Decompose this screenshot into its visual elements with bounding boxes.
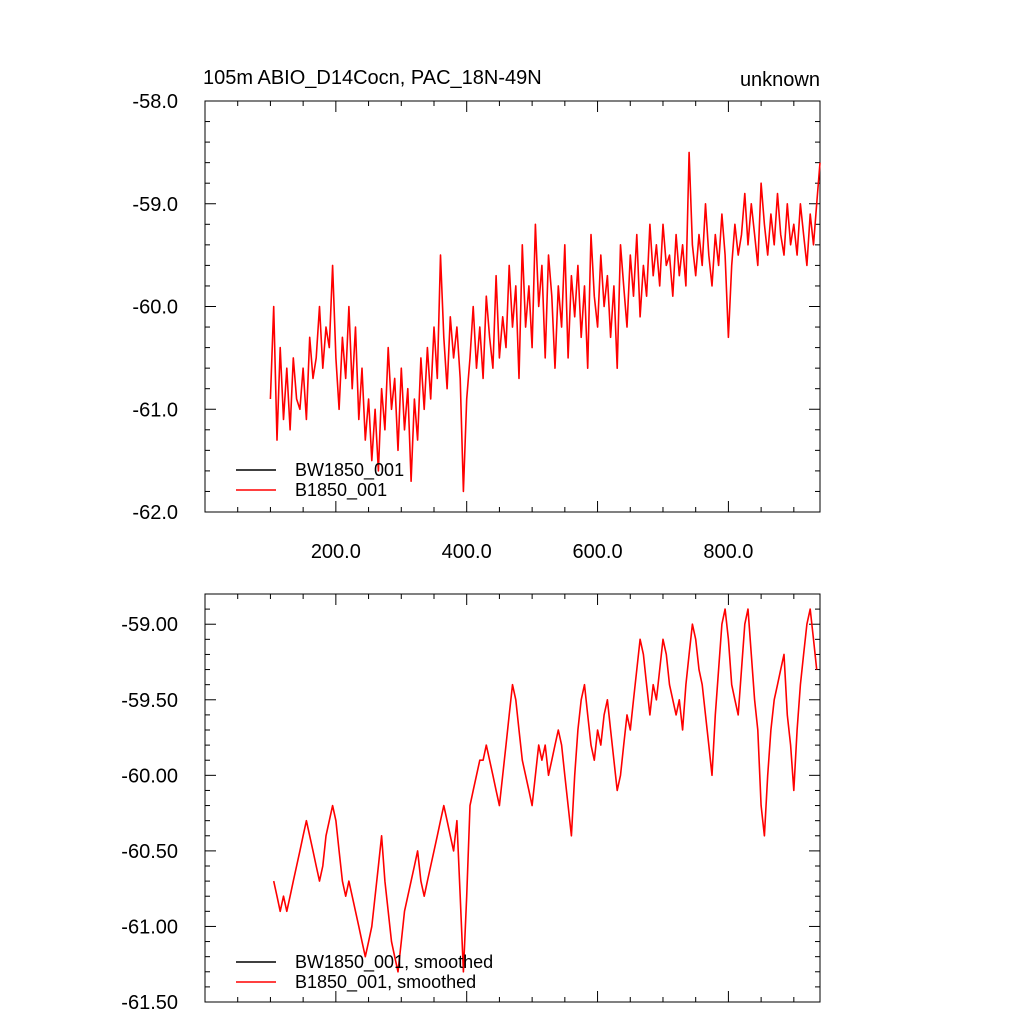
y-tick-label: -60.00 [121, 765, 178, 787]
y-tick-label: -60.0 [132, 297, 178, 319]
x-tick-label: 600.0 [573, 541, 623, 563]
chart-subtitle: unknown [739, 69, 820, 91]
y-tick-label: -61.50 [121, 992, 178, 1014]
chart-title: 105m ABIO_D14Cocn, PAC_18N-49N [203, 67, 542, 89]
legend-label: BW1850_001, smoothed [295, 952, 493, 973]
y-tick-label: -62.0 [132, 502, 178, 524]
series-line [272, 608, 818, 973]
y-tick-label: -59.00 [121, 614, 178, 636]
x-tick-label: 800.0 [703, 541, 753, 563]
series-line [269, 151, 821, 493]
plot-frame [204, 593, 821, 1003]
y-tick-label: -58.0 [132, 91, 178, 113]
y-tick-label: -59.50 [121, 690, 178, 712]
bottom-panel: -61.50 -61.00 -60.50 -60.00 -59.50 -59.00 BW18… [121, 593, 821, 1014]
legend-label: B1850_001 [295, 480, 387, 501]
x-tick-label: 400.0 [442, 541, 492, 563]
legend-label: BW1850_001 [295, 460, 404, 481]
y-tick-label: -61.0 [132, 399, 178, 421]
y-tick-label: -61.00 [121, 916, 178, 938]
y-tick-label: -59.0 [132, 194, 178, 216]
y-tick-label: -60.50 [121, 841, 178, 863]
x-tick-label: 200.0 [311, 541, 361, 563]
legend-label: B1850_001, smoothed [295, 972, 476, 993]
top-panel: 200.0 400.0 600.0 800.0 -62.0 -61.0 -60.0 -59.0… [132, 91, 821, 563]
